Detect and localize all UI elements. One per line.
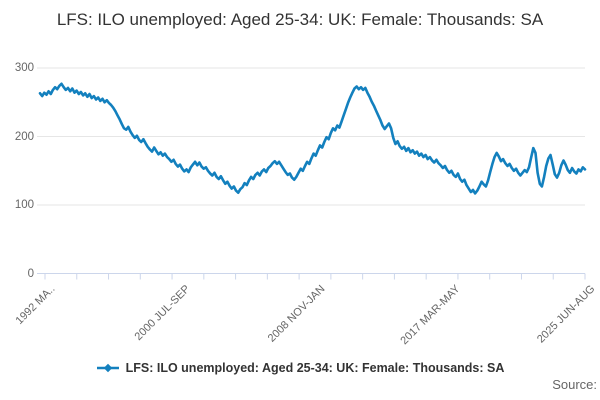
legend-line-marker-icon [96, 363, 119, 373]
legend-label: LFS: ILO unemployed: Aged 25-34: UK: Fem… [125, 361, 505, 375]
y-axis-label: 0 [27, 267, 34, 280]
chart-title: LFS: ILO unemployed: Aged 25-34: UK: Fem… [56, 10, 544, 29]
legend-item[interactable]: LFS: ILO unemployed: Aged 25-34: UK: Fem… [0, 361, 600, 375]
y-axis-label: 100 [14, 199, 34, 211]
series-line [38, 82, 587, 195]
y-axis-label: 300 [14, 62, 34, 74]
source-label: Source: [552, 377, 597, 392]
y-axis-label: 200 [14, 130, 34, 143]
